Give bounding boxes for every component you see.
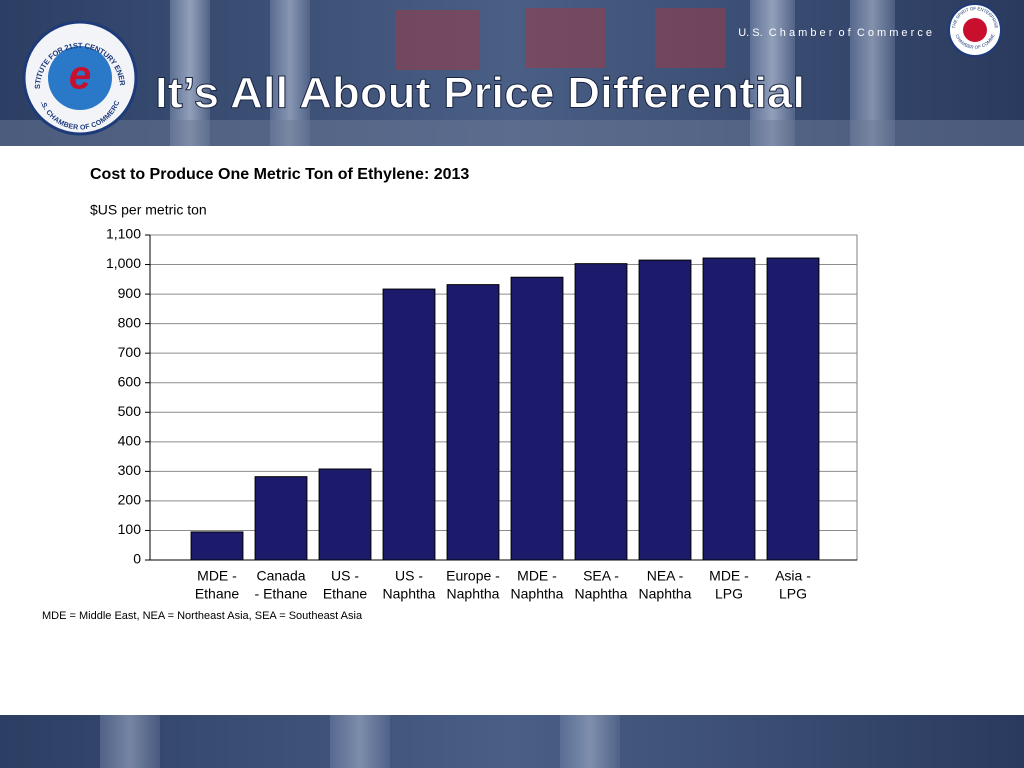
x-tick-label: Naphtha [447, 586, 500, 602]
y-tick-label: 300 [118, 462, 142, 478]
org-name: U. S. C h a m b e r o f C o m m e r c e [738, 27, 932, 39]
x-tick-label: MDE - [197, 568, 237, 584]
x-tick-label: Europe - [446, 568, 500, 584]
x-tick-label: Ethane [195, 586, 240, 602]
plot: 0 100 200 300 400 500 600 700 800 900 1,000 1,100 MD… [106, 226, 858, 602]
y-tick-label: 800 [118, 314, 142, 330]
x-tick-label: Asia - [775, 568, 811, 584]
chart-title: Cost to Produce One Metric Ton of Ethyle… [90, 166, 469, 183]
x-tick-label: NEA - [647, 568, 684, 584]
x-tick-label: MDE - [517, 568, 557, 584]
bar [510, 276, 564, 561]
x-tick-label: Ethane [323, 586, 368, 602]
bar [382, 288, 436, 561]
bar [446, 284, 500, 561]
bar [574, 263, 628, 561]
bar [318, 468, 372, 561]
x-tick-label: LPG [715, 586, 743, 602]
x-tick-label: LPG [779, 586, 807, 602]
bar [638, 259, 692, 561]
y-tick-label: 1,000 [106, 255, 141, 271]
x-tick-label: Naphtha [383, 586, 436, 602]
bar [190, 531, 244, 561]
y-tick-label: 900 [118, 285, 142, 301]
footnote: MDE = Middle East, NEA = Northeast Asia,… [42, 610, 363, 622]
x-tick-label: Naphtha [639, 586, 692, 602]
y-tick-label: 100 [118, 521, 142, 537]
y-tick-label: 700 [118, 344, 142, 360]
y-tick-label: 600 [118, 373, 142, 389]
y-tick-label: 200 [118, 492, 142, 508]
y-tick-label: 500 [118, 403, 142, 419]
x-tick-label: Canada [256, 568, 305, 584]
x-tick-label: MDE - [709, 568, 749, 584]
y-tick-label: 400 [118, 433, 142, 449]
y-tick-label: 1,100 [106, 226, 141, 242]
x-tick-label: Naphtha [511, 586, 564, 602]
x-tick-label: US - [331, 568, 359, 584]
bar [766, 257, 820, 561]
x-tick-label: Naphtha [575, 586, 628, 602]
header-banner [0, 0, 1024, 146]
footer-banner [0, 715, 1024, 768]
bar [702, 257, 756, 561]
x-tick-label: SEA - [583, 568, 619, 584]
slide-title: It’s All About Price Differential [155, 69, 805, 118]
logo-mark: e [69, 54, 91, 98]
x-tick-label: - Ethane [255, 586, 308, 602]
y-tick-label: 0 [133, 551, 141, 567]
bar [254, 476, 308, 561]
x-tick-label: US - [395, 568, 423, 584]
y-axis-label: $US per metric ton [90, 202, 207, 218]
